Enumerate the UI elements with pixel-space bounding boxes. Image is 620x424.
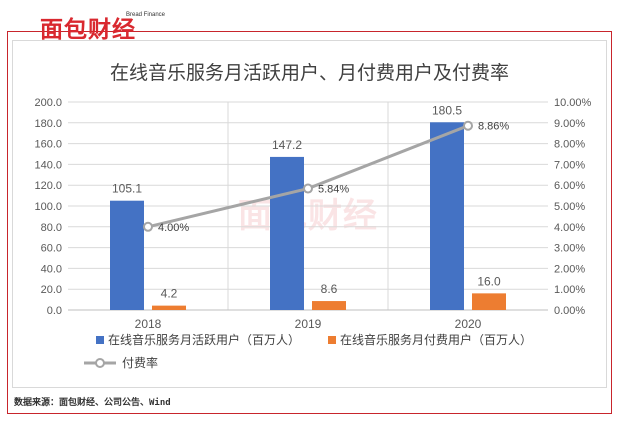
legend-label: 付费率 bbox=[122, 355, 158, 370]
y-right-tick-label: 1.00% bbox=[554, 284, 585, 296]
legend-swatch bbox=[96, 336, 104, 344]
y-left-tick-label: 40.0 bbox=[41, 263, 62, 275]
y-left-tick-label: 200.0 bbox=[34, 97, 62, 109]
rate-data-label: 4.00% bbox=[158, 222, 189, 234]
bar-data-label: 8.6 bbox=[321, 282, 338, 296]
rate-point bbox=[143, 221, 153, 232]
y-right-tick-label: 3.00% bbox=[554, 243, 585, 255]
rate-line bbox=[147, 124, 469, 229]
bar-mau bbox=[270, 156, 304, 310]
chart-title: 在线音乐服务月活跃用户、月付费用户及付费率 bbox=[109, 62, 509, 84]
rate-point bbox=[463, 120, 473, 131]
y-left-tick-label: 20.0 bbox=[41, 284, 62, 296]
y-right-tick-label: 4.00% bbox=[554, 222, 585, 234]
bar-mau bbox=[430, 122, 464, 310]
y-left-tick-label: 140.0 bbox=[34, 159, 62, 171]
y-left-tick-label: 100.0 bbox=[34, 201, 62, 213]
x-tick-label: 2018 bbox=[135, 317, 162, 331]
y-left-tick-label: 120.0 bbox=[34, 180, 62, 192]
bar-paying bbox=[152, 305, 186, 310]
bar-data-label: 180.5 bbox=[432, 103, 462, 117]
legend-marker bbox=[95, 358, 105, 368]
y-left-tick-label: 180.0 bbox=[34, 118, 62, 130]
source-note: 数据来源：面包财经、公司公告、Wind bbox=[14, 398, 171, 408]
logo-subtitle: Bread Finance bbox=[126, 12, 166, 18]
bar-paying bbox=[312, 301, 346, 310]
bar-data-label: 16.0 bbox=[477, 274, 501, 288]
bar-data-label: 4.2 bbox=[161, 287, 178, 301]
rate-point bbox=[303, 183, 313, 194]
y-right-tick-label: 9.00% bbox=[554, 118, 585, 130]
bar-data-label: 105.1 bbox=[112, 182, 142, 196]
legend-label: 在线音乐服务月付费用户（百万人） bbox=[340, 332, 532, 347]
bar-mau bbox=[110, 200, 144, 310]
y-right-tick-label: 10.00% bbox=[554, 97, 592, 109]
legend-swatch bbox=[328, 336, 336, 344]
bar-paying bbox=[472, 293, 506, 310]
y-right-tick-label: 8.00% bbox=[554, 139, 585, 151]
bar-data-label: 147.2 bbox=[272, 138, 302, 152]
y-left-tick-label: 0.0 bbox=[47, 305, 62, 317]
watermark: 面包财经 bbox=[238, 196, 378, 236]
rate-data-label: 5.84% bbox=[318, 184, 349, 196]
rate-data-label: 8.86% bbox=[478, 121, 509, 133]
x-tick-label: 2019 bbox=[295, 317, 322, 331]
y-left-tick-label: 80.0 bbox=[41, 222, 62, 234]
y-right-tick-label: 7.00% bbox=[554, 159, 585, 171]
y-right-tick-label: 6.00% bbox=[554, 180, 585, 192]
logo-text: 面包财经 bbox=[40, 17, 136, 43]
y-right-tick-label: 2.00% bbox=[554, 263, 585, 275]
x-tick-label: 2020 bbox=[455, 317, 482, 331]
y-right-tick-label: 0.00% bbox=[554, 305, 585, 317]
brand-logo: 面包财经 Bread Finance bbox=[40, 12, 165, 46]
y-right-tick-label: 5.00% bbox=[554, 201, 585, 213]
legend-label: 在线音乐服务月活跃用户（百万人） bbox=[108, 332, 300, 347]
y-left-tick-label: 160.0 bbox=[34, 139, 62, 151]
y-left-tick-label: 60.0 bbox=[41, 243, 62, 255]
outer-frame bbox=[7, 31, 612, 414]
